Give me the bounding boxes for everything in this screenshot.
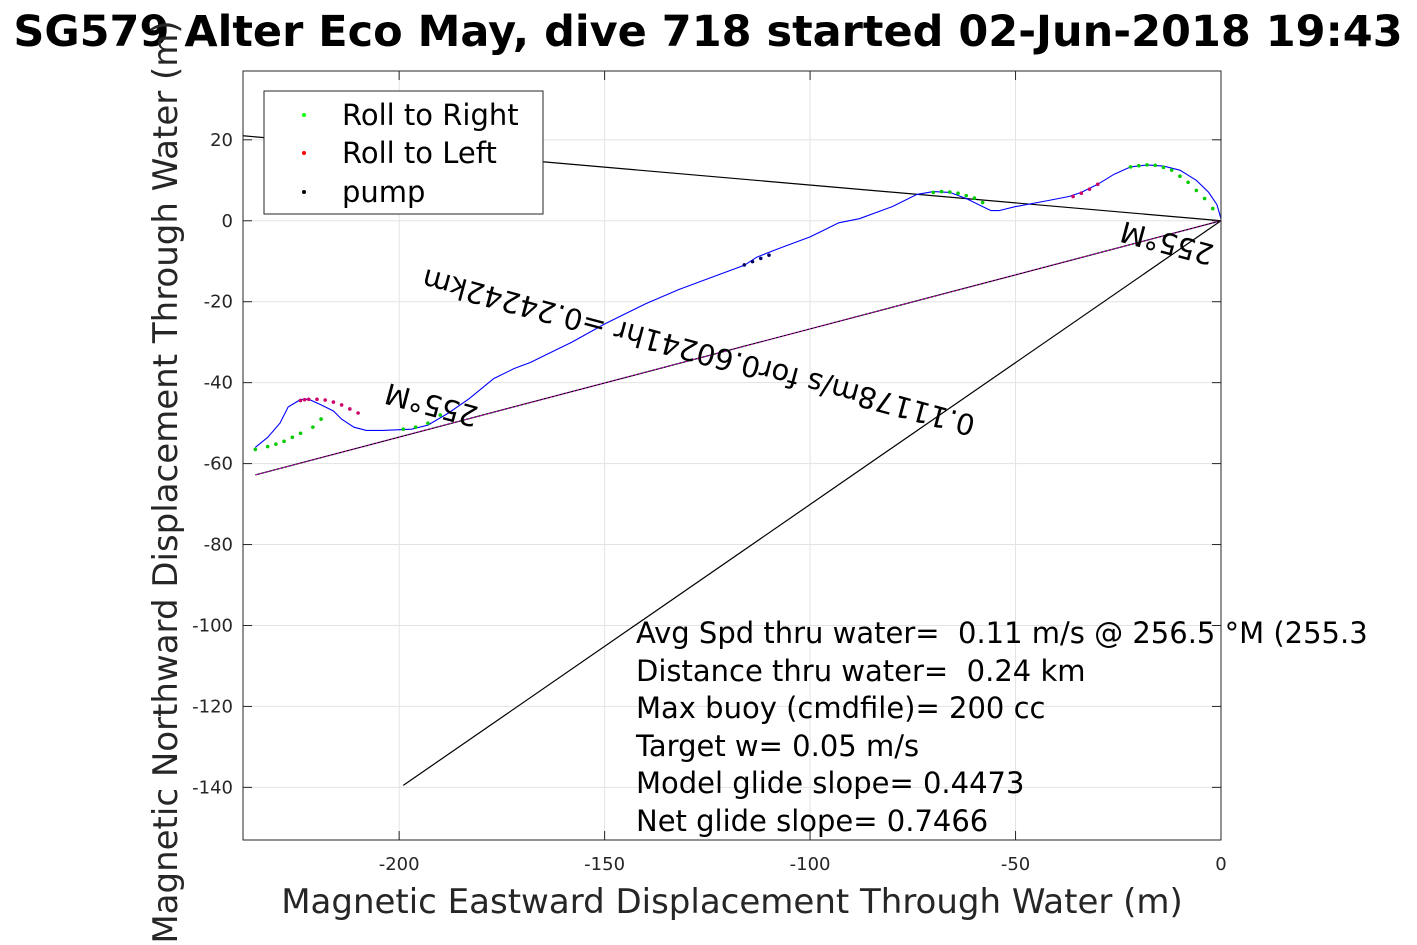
roll-right-point [1161,165,1166,170]
stat-max-buoy: Max buoy (cmdfile)= 200 cc [636,691,1045,725]
roll-right-point [253,447,258,452]
stat-distance: Distance thru water= 0.24 km [636,654,1086,688]
legend-marker-pump [302,190,306,194]
roll-right-point [290,435,295,440]
pump-point [750,259,755,264]
heading-annotation-left: 255°M [381,376,481,433]
y-tick-label: -20 [204,292,233,313]
stats-block: Avg Spd thru water= 0.11 m/s @ 256.5 °M … [635,616,1368,838]
roll-right-point [438,413,443,417]
y-tick-label: -40 [204,373,233,394]
roll-right-point [1145,163,1149,167]
x-axis-label: Magnetic Eastward Displacement Through W… [281,882,1183,922]
legend-marker-roll-left [302,151,306,155]
y-tick-label: -60 [204,454,233,475]
roll-left-point [348,407,352,411]
roll-right-point [426,421,430,425]
y-tick-label: -80 [204,535,233,556]
track-line [254,164,1222,448]
stat-avg-speed: Avg Spd thru water= 0.11 m/s @ 256.5 °M … [636,616,1368,650]
x-tick-label: -150 [584,854,625,875]
x-tick-label: 0 [1215,854,1226,875]
roll-left-point [298,398,303,403]
roll-right-point [265,444,270,449]
roll-right-point [972,196,977,200]
roll-right-point [947,190,952,194]
roll-left-point [1087,187,1092,191]
x-tick-label: -200 [379,854,420,875]
pump-point [742,263,747,267]
roll-right-point [1202,196,1207,201]
legend-label-roll-left: Roll to Left [342,136,497,170]
roll-left-point [323,398,327,402]
roll-right-point [1210,206,1215,211]
legend: Roll to Right Roll to Left pump [263,90,544,215]
x-tick-label: -100 [790,854,831,875]
heading-annotation-right: 255°M [1117,214,1217,271]
pump-point [767,253,771,257]
roll-right-point [401,427,406,431]
roll-right-point [274,442,278,446]
roll-right-point [980,200,985,205]
roll-right-point [311,425,315,429]
line-glide [402,220,1222,786]
stat-net-glide: Net glide slope= 0.7466 [636,804,988,838]
line-net-magenta [255,220,1222,476]
roll-right-point [1194,188,1199,193]
stat-model-glide: Model glide slope= 0.4473 [636,766,1024,800]
y-tick-label: -120 [192,696,233,717]
roll-right-point [1178,174,1182,179]
roll-left-point [339,403,344,407]
legend-label-pump: pump [342,175,425,209]
roll-left-point [302,397,307,402]
roll-left-point [315,397,319,402]
glide-annotation: 0.11178m/s for0.60241hr =0.24242km [419,262,979,443]
roll-left-point [1095,182,1100,187]
roll-left-point [306,397,311,402]
y-tick-label: -140 [192,777,233,798]
y-axis-label: Magnetic Northward Displacement Through … [146,20,186,943]
roll-right-point [1137,163,1141,168]
y-tick-label: 0 [222,211,233,232]
ticks: -200 -150 -100 -50 0 20 0 -20 -40 -60 -80 -100 -120 -… [192,71,1227,875]
roll-left-point [331,400,336,404]
y-tick-label: 20 [210,130,233,151]
roll-right-point [298,431,303,436]
roll-right-point [931,190,936,195]
roll-right-point [964,193,969,198]
roll-right-point [282,439,286,444]
roll-right-point [319,417,323,421]
legend-box [263,90,544,215]
roll-right-point [413,425,418,429]
roll-right-point [1186,180,1190,185]
plot-area-border [242,70,1222,841]
y-tick-label: -100 [192,615,233,636]
legend-label-roll-right: Roll to Right [342,98,519,132]
roll-right-point [1169,168,1174,172]
roll-left-point [1071,194,1075,199]
roll-right-point [1153,163,1158,168]
roll-right-point [1128,165,1133,169]
pump-point [758,256,763,261]
x-tick-label: -50 [1001,854,1030,875]
chart-title: SG579 Alter Eco May, dive 718 started 02… [13,7,1402,57]
roll-left-point [1079,191,1084,196]
stat-target-w: Target w= 0.05 m/s [635,729,919,763]
roll-right-point [939,189,944,194]
legend-marker-roll-right [302,113,306,117]
roll-right-point [956,191,960,196]
roll-left-point [356,411,360,415]
